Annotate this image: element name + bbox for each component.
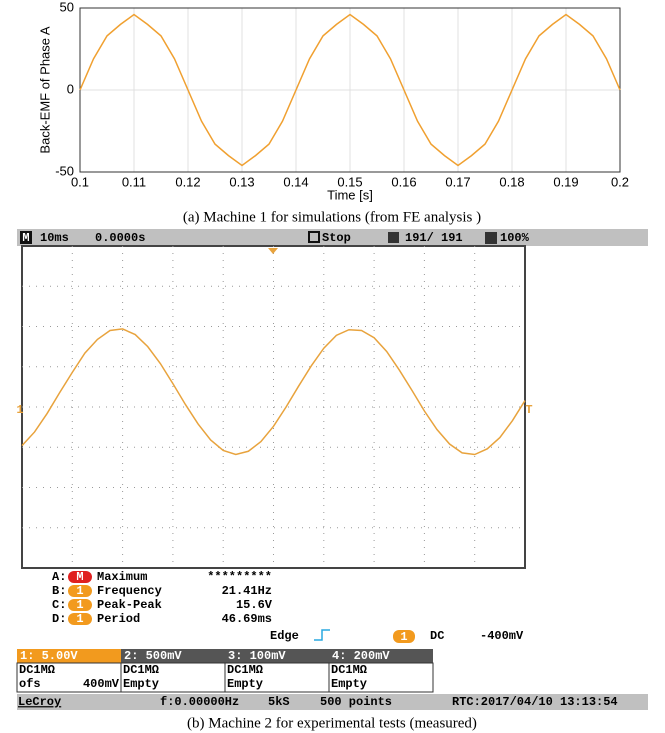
x-tick-label: 0.1 bbox=[71, 174, 89, 189]
trigger-level: -400mV bbox=[480, 629, 524, 643]
channel-head: 1: 5.00V bbox=[20, 649, 78, 663]
meas-slot: C: bbox=[52, 598, 66, 612]
channel-coupling: DC1MΩ bbox=[331, 663, 367, 677]
meas-name: Peak-Peak bbox=[97, 598, 162, 612]
count-icon bbox=[388, 232, 399, 243]
meas-src: M bbox=[76, 570, 83, 584]
delay: 0.0000s bbox=[95, 231, 145, 245]
freq: f:0.00000Hz bbox=[160, 695, 239, 709]
meas-value: ********* bbox=[207, 570, 272, 584]
channel-head: 2: 500mV bbox=[124, 649, 182, 663]
meas-slot: D: bbox=[52, 612, 66, 626]
x-tick-label: 0.13 bbox=[229, 174, 254, 189]
meas-slot: A: bbox=[52, 570, 66, 584]
channel-ofs-value: 400mV bbox=[83, 677, 120, 691]
x-tick-label: 0.18 bbox=[499, 174, 524, 189]
channel-marker: 1 bbox=[16, 403, 23, 417]
rtc: RTC:2017/04/10 13:13:54 bbox=[452, 695, 618, 709]
channel-coupling: DC1MΩ bbox=[19, 663, 55, 677]
caption: (b) Machine 2 for experimental tests (me… bbox=[187, 715, 477, 731]
meas-value: 21.41Hz bbox=[222, 584, 272, 598]
y-tick-label: 0 bbox=[67, 81, 74, 96]
meas-src: 1 bbox=[76, 598, 83, 612]
trigger-coupling: DC bbox=[430, 629, 444, 643]
count: 191/ 191 bbox=[405, 231, 463, 245]
x-tick-label: 0.17 bbox=[445, 174, 470, 189]
channel-ofs: ofs bbox=[19, 677, 41, 691]
y-axis-label: Back-EMF of Phase A bbox=[37, 26, 52, 153]
x-tick-label: 0.11 bbox=[122, 174, 146, 189]
x-axis-label: Time [s] bbox=[327, 187, 373, 202]
meas-slot: B: bbox=[52, 584, 66, 598]
channel-coupling: DC1MΩ bbox=[123, 663, 159, 677]
meas-value: 15.6V bbox=[236, 598, 273, 612]
points: 500 points bbox=[320, 695, 392, 709]
channel-head: 4: 200mV bbox=[332, 649, 390, 663]
zoom: 100% bbox=[500, 231, 530, 245]
x-tick-label: 0.19 bbox=[553, 174, 578, 189]
meas-src: 1 bbox=[76, 584, 83, 598]
trigger-kind: Edge bbox=[270, 629, 299, 643]
state: Stop bbox=[322, 231, 351, 245]
x-tick-label: 0.16 bbox=[391, 174, 416, 189]
meas-name: Frequency bbox=[97, 584, 162, 598]
x-tick-label: 0.15 bbox=[337, 174, 362, 189]
figure: (a) Machine 1 for simulations (from FE a… bbox=[0, 0, 665, 733]
channel-state: Empty bbox=[123, 677, 159, 691]
channel-head: 3: 100mV bbox=[228, 649, 286, 663]
x-tick-label: 0.2 bbox=[611, 174, 629, 189]
meas-name: Period bbox=[97, 612, 140, 626]
x-tick-label: 0.12 bbox=[175, 174, 200, 189]
meas-value: 46.69ms bbox=[222, 612, 272, 626]
trigger-marker: T bbox=[525, 403, 532, 417]
meas-name: Maximum bbox=[97, 570, 147, 584]
sample-rate: 5kS bbox=[268, 695, 290, 709]
trigger-src: 1 bbox=[400, 630, 407, 644]
channel-state: Empty bbox=[227, 677, 263, 691]
zoom-icon bbox=[485, 232, 497, 244]
channel-coupling: DC1MΩ bbox=[227, 663, 263, 677]
x-tick-label: 0.14 bbox=[283, 174, 308, 189]
edge-icon bbox=[314, 630, 330, 640]
channel-state: Empty bbox=[331, 677, 367, 691]
brand: LeCroy bbox=[18, 695, 61, 709]
caption: (a) Machine 1 for simulations (from FE a… bbox=[183, 209, 481, 225]
timebase: 10ms bbox=[40, 231, 69, 245]
meas-src: 1 bbox=[76, 612, 83, 626]
y-tick-label: 50 bbox=[60, 0, 74, 14]
mode: M bbox=[22, 231, 29, 245]
